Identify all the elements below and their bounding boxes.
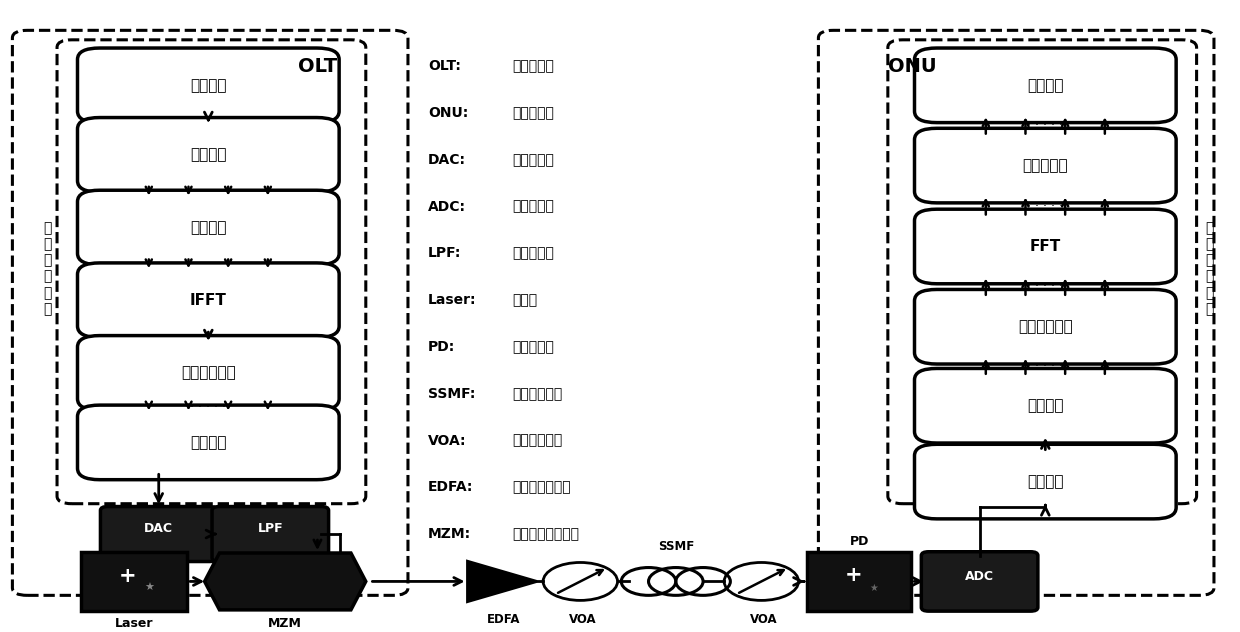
- Text: ★: ★: [144, 583, 154, 593]
- Text: 掺铒光纤放大器: 掺铒光纤放大器: [512, 480, 570, 494]
- FancyBboxPatch shape: [914, 444, 1176, 519]
- FancyBboxPatch shape: [78, 263, 340, 337]
- Text: Laser:: Laser:: [428, 293, 476, 307]
- Text: 马赫曾德尔调制器: 马赫曾德尔调制器: [512, 527, 579, 541]
- FancyBboxPatch shape: [914, 289, 1176, 364]
- Text: 符号映射: 符号映射: [190, 220, 227, 235]
- Text: ADC: ADC: [965, 570, 994, 583]
- FancyBboxPatch shape: [78, 405, 340, 480]
- Text: IFFT: IFFT: [190, 293, 227, 308]
- Text: 激光器: 激光器: [512, 293, 537, 307]
- Text: 原始数据: 原始数据: [190, 78, 227, 93]
- Text: 光网络单元: 光网络单元: [512, 106, 554, 120]
- Text: · · · · ·: · · · · ·: [1027, 119, 1064, 132]
- Text: 模数转换器: 模数转换器: [512, 200, 554, 214]
- Text: MZM: MZM: [268, 617, 303, 630]
- FancyBboxPatch shape: [81, 552, 187, 611]
- Text: EDFA: EDFA: [486, 613, 521, 626]
- Text: PD: PD: [849, 535, 869, 548]
- Text: 数据恢复: 数据恢复: [1027, 78, 1064, 93]
- Text: VOA: VOA: [750, 613, 777, 626]
- Text: · · · · ·: · · · · ·: [190, 185, 227, 198]
- FancyBboxPatch shape: [78, 48, 340, 123]
- Text: 符号同步: 符号同步: [1027, 398, 1064, 413]
- Text: ONU:: ONU:: [428, 106, 467, 120]
- Text: 移除循环前缀: 移除循环前缀: [1018, 319, 1073, 334]
- Text: +: +: [119, 566, 136, 586]
- Text: PD:: PD:: [428, 340, 455, 354]
- Polygon shape: [467, 561, 537, 602]
- Text: 数
字
信
号
处
理: 数 字 信 号 处 理: [1205, 221, 1213, 316]
- FancyBboxPatch shape: [921, 552, 1038, 611]
- Text: 并串转换: 并串转换: [190, 435, 227, 450]
- Text: ADC:: ADC:: [428, 200, 466, 214]
- FancyBboxPatch shape: [78, 190, 340, 265]
- FancyBboxPatch shape: [914, 128, 1176, 203]
- Text: 光线路终端: 光线路终端: [512, 59, 554, 73]
- Text: 数
字
信
号
处
理: 数 字 信 号 处 理: [43, 221, 51, 316]
- Text: 添加循环前缀: 添加循环前缀: [181, 365, 236, 380]
- FancyBboxPatch shape: [807, 552, 911, 611]
- Text: 数模转换器: 数模转换器: [512, 153, 554, 167]
- Text: · · · · ·: · · · · ·: [1027, 280, 1064, 293]
- Text: · · · · ·: · · · · ·: [1027, 360, 1064, 373]
- Polygon shape: [205, 553, 366, 610]
- Text: DAC:: DAC:: [428, 153, 466, 167]
- Text: SSMF:: SSMF:: [428, 387, 475, 401]
- Text: MZM:: MZM:: [428, 527, 471, 541]
- Text: LPF: LPF: [258, 523, 283, 535]
- Text: SSMF: SSMF: [657, 540, 694, 553]
- FancyBboxPatch shape: [100, 507, 217, 562]
- Text: VOA: VOA: [569, 613, 596, 626]
- FancyBboxPatch shape: [914, 209, 1176, 284]
- Text: OLT: OLT: [298, 57, 337, 76]
- Text: VOA:: VOA:: [428, 434, 466, 447]
- FancyBboxPatch shape: [78, 336, 340, 410]
- Text: 符号反映射: 符号反映射: [1023, 158, 1068, 173]
- Text: DAC: DAC: [144, 523, 174, 535]
- Text: 低通滤波器: 低通滤波器: [512, 246, 554, 260]
- Text: EDFA:: EDFA:: [428, 480, 474, 494]
- FancyBboxPatch shape: [212, 507, 329, 562]
- Text: · · · · ·: · · · · ·: [190, 257, 227, 270]
- Text: FFT: FFT: [1029, 239, 1061, 254]
- Text: · · · · ·: · · · · ·: [190, 401, 227, 414]
- Text: · · · · ·: · · · · ·: [1027, 200, 1064, 212]
- Text: LPF:: LPF:: [428, 246, 461, 260]
- Text: ONU: ONU: [888, 57, 937, 76]
- Text: 可变光衰减器: 可变光衰减器: [512, 434, 563, 447]
- Text: 标准单模光纤: 标准单模光纤: [512, 387, 563, 401]
- Text: 串并转换: 串并转换: [190, 147, 227, 162]
- FancyBboxPatch shape: [914, 48, 1176, 123]
- Text: ★: ★: [869, 583, 879, 593]
- Text: 串并转换: 串并转换: [1027, 474, 1064, 489]
- FancyBboxPatch shape: [914, 368, 1176, 443]
- FancyBboxPatch shape: [78, 118, 340, 192]
- Text: 光电探测器: 光电探测器: [512, 340, 554, 354]
- Text: OLT:: OLT:: [428, 59, 461, 73]
- Text: Laser: Laser: [114, 617, 154, 630]
- Text: +: +: [844, 565, 862, 585]
